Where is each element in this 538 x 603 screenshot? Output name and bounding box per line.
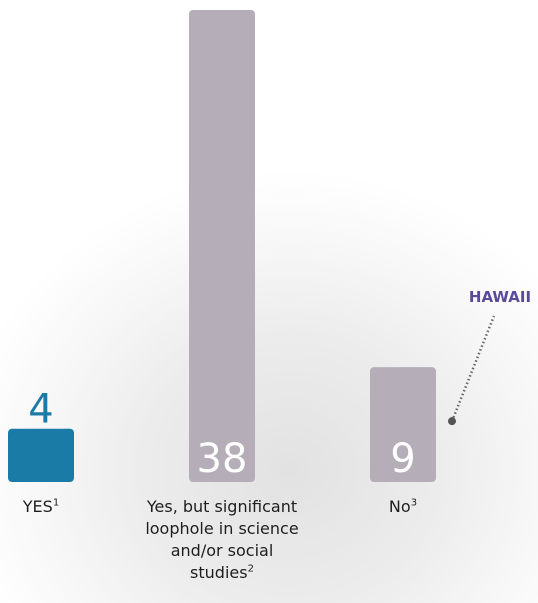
bars-layer [8, 10, 436, 482]
annotation-leader-line [450, 315, 496, 422]
category-label-0: YES1 [0, 496, 101, 518]
annotation-dot [448, 417, 456, 426]
annotation-layer: HAWAII [448, 288, 531, 426]
value-label-1: 38 [197, 436, 248, 482]
category-footnote-0: 1 [52, 497, 60, 509]
value-labels-layer: 4 38 9 [28, 387, 415, 482]
bar-1 [189, 10, 255, 482]
category-label-2: No3 [343, 496, 463, 518]
category-footnote-2: 3 [410, 497, 418, 509]
category-label-text-0: YES [22, 497, 53, 516]
annotation-label: HAWAII [469, 288, 531, 306]
bar-2 [370, 367, 436, 482]
value-label-0: 4 [28, 387, 53, 433]
category-label-1: Yes, but significant loophole in science… [137, 496, 307, 584]
category-label-text-1: Yes, but significant loophole in science… [145, 497, 299, 582]
bar-0 [8, 428, 74, 482]
category-footnote-1: 2 [247, 563, 254, 575]
value-label-2: 9 [390, 436, 415, 482]
category-label-text-2: No [388, 497, 411, 516]
